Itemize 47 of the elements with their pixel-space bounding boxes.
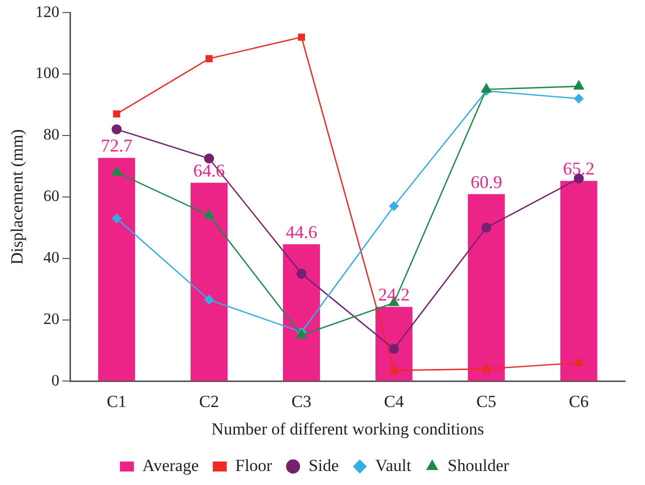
point — [203, 208, 215, 219]
x-tick-label: C5 — [476, 392, 496, 411]
y-tick-label: 40 — [43, 250, 60, 267]
point — [388, 201, 399, 212]
legend-label: Floor — [235, 456, 272, 475]
x-tick-label: C6 — [568, 392, 589, 411]
y-tick-label: 60 — [43, 188, 60, 206]
bar — [468, 194, 505, 381]
point — [480, 82, 492, 93]
point — [296, 268, 306, 279]
legend-label: Side — [308, 456, 339, 475]
data-label: 44.6 — [286, 222, 318, 242]
x-tick-label: C3 — [292, 392, 312, 411]
y-tick-label: 120 — [35, 4, 60, 21]
bar — [560, 180, 598, 381]
x-axis-title: Number of different working conditions — [211, 419, 484, 438]
point — [573, 80, 584, 90]
x-tick-label: C4 — [384, 392, 404, 411]
x-tick-label: C1 — [106, 392, 127, 411]
point — [110, 166, 122, 176]
point — [112, 213, 122, 224]
point — [390, 366, 398, 374]
y-tick-label: 80 — [43, 126, 60, 144]
point — [481, 222, 492, 233]
point — [206, 55, 213, 62]
point — [575, 359, 582, 366]
y-tick-label: 0 — [51, 372, 60, 390]
y-tick-label: 20 — [43, 310, 60, 328]
bar — [282, 244, 320, 381]
point — [113, 110, 120, 118]
point — [482, 365, 490, 372]
point — [112, 124, 122, 134]
legend-label: Vault — [375, 456, 412, 475]
point — [388, 344, 399, 354]
legend-label: Average — [142, 456, 199, 475]
x-tick-label: C2 — [199, 392, 219, 411]
y-axis-title: Displacement (mm) — [8, 129, 27, 265]
data-label: 65.2 — [563, 158, 595, 179]
point — [204, 294, 214, 305]
bar — [190, 182, 228, 381]
y-tick-label: 100 — [35, 65, 60, 82]
legend-label: Shoulder — [448, 456, 510, 475]
bar — [98, 158, 136, 381]
data-label: 60.9 — [470, 172, 502, 192]
point — [298, 34, 306, 41]
data-label: 72.7 — [100, 136, 132, 156]
point — [574, 94, 584, 104]
